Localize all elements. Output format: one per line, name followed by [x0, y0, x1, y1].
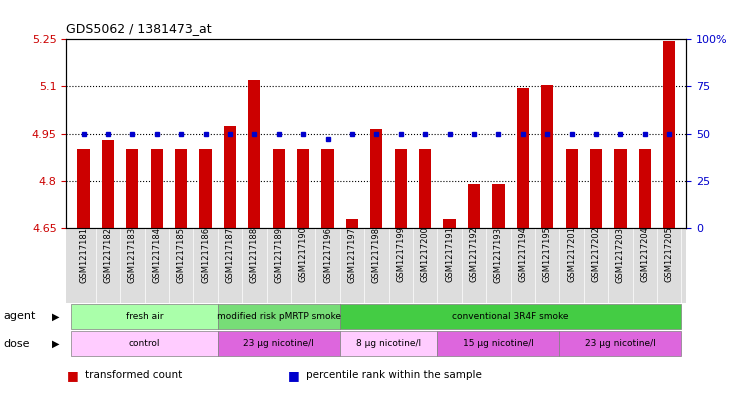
Bar — [419, 149, 431, 228]
Bar — [339, 331, 438, 356]
Bar — [151, 149, 163, 228]
Text: ▶: ▶ — [52, 311, 59, 321]
Bar — [614, 149, 627, 228]
Bar — [468, 184, 480, 228]
Bar — [248, 80, 261, 228]
Text: ■: ■ — [66, 369, 78, 382]
Bar — [272, 149, 285, 228]
Bar — [218, 331, 339, 356]
Bar — [322, 149, 334, 228]
Bar — [175, 149, 187, 228]
Bar — [559, 331, 681, 356]
Text: ■: ■ — [288, 369, 300, 382]
Bar — [224, 126, 236, 228]
Bar — [492, 184, 505, 228]
Text: modified risk pMRTP smoke: modified risk pMRTP smoke — [217, 312, 341, 321]
Text: GDS5062 / 1381473_at: GDS5062 / 1381473_at — [66, 22, 212, 35]
Text: conventional 3R4F smoke: conventional 3R4F smoke — [452, 312, 569, 321]
Bar — [77, 149, 89, 228]
Bar — [438, 331, 559, 356]
Text: fresh air: fresh air — [125, 312, 163, 321]
Bar — [218, 304, 339, 329]
Bar — [517, 88, 529, 228]
Bar — [72, 304, 218, 329]
Bar — [395, 149, 407, 228]
Bar — [590, 149, 602, 228]
Text: agent: agent — [4, 311, 36, 321]
Bar — [663, 41, 675, 228]
Text: dose: dose — [4, 339, 30, 349]
Text: 8 μg nicotine/l: 8 μg nicotine/l — [356, 340, 421, 348]
Bar — [639, 149, 651, 228]
Text: 23 μg nicotine/l: 23 μg nicotine/l — [244, 340, 314, 348]
Bar — [72, 331, 218, 356]
Bar — [199, 149, 212, 228]
Text: control: control — [128, 340, 160, 348]
Bar — [541, 85, 554, 228]
Text: 23 μg nicotine/l: 23 μg nicotine/l — [585, 340, 656, 348]
Text: percentile rank within the sample: percentile rank within the sample — [306, 370, 482, 380]
Text: ▶: ▶ — [52, 339, 59, 349]
Bar — [339, 304, 681, 329]
Text: 15 μg nicotine/l: 15 μg nicotine/l — [463, 340, 534, 348]
Text: transformed count: transformed count — [85, 370, 182, 380]
Bar — [297, 149, 309, 228]
Bar — [346, 219, 358, 228]
Bar — [444, 219, 455, 228]
Bar — [126, 149, 139, 228]
Bar — [565, 149, 578, 228]
Bar — [102, 140, 114, 228]
Bar — [370, 129, 382, 228]
